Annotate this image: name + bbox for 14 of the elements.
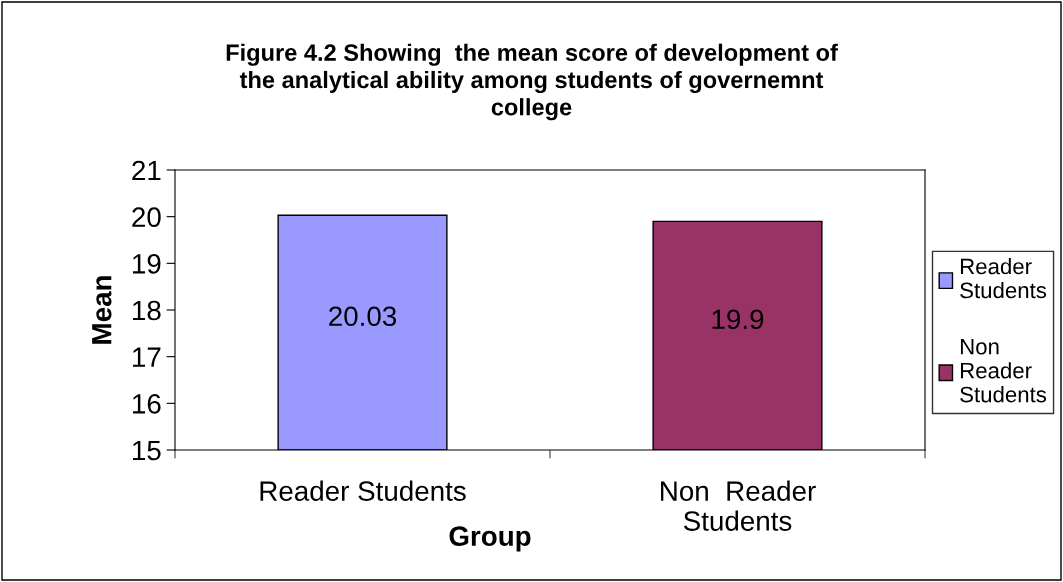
y-tick-label: 19	[133, 254, 161, 274]
y-axis-title: Mean	[92, 276, 112, 344]
y-tick-label: 20	[132, 207, 161, 228]
y-tick-label: 15	[133, 440, 161, 461]
y-tick-label: 17	[133, 347, 161, 367]
data-label: 20.03	[329, 306, 397, 327]
legend-label: Non Reader Students	[960, 339, 1047, 403]
legend-label: Reader Students	[960, 258, 1047, 299]
x-axis-title: Group	[449, 526, 531, 552]
y-tick-label: 18	[133, 300, 161, 321]
y-tick-label: 21	[132, 160, 161, 181]
data-label: 19.9	[712, 309, 764, 330]
y-tick-label: 16	[133, 394, 161, 414]
chart-title: Figure 4.2 Showing the mean score of development of the analytical ability among students of governemnt college	[226, 43, 838, 121]
